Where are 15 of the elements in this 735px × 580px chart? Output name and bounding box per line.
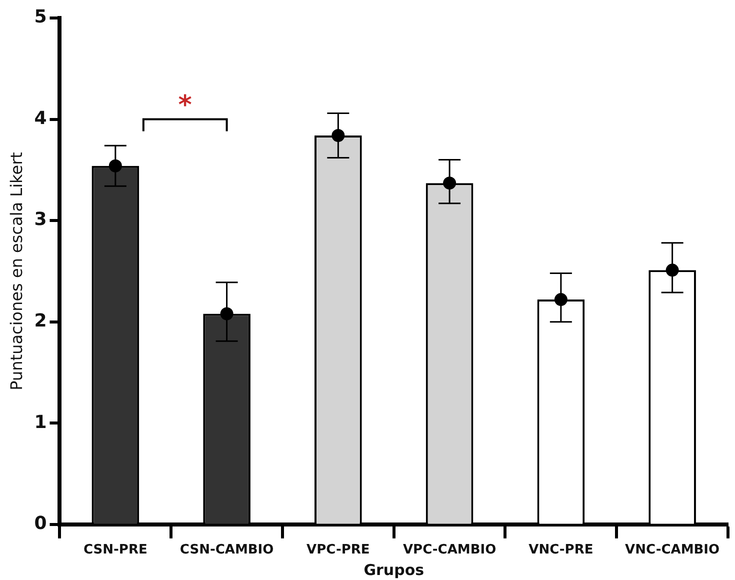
y-tick-label: 4 — [34, 108, 47, 129]
annotation: * — [178, 90, 192, 120]
y-tick-label: 2 — [34, 310, 47, 332]
y-tick-label: 3 — [34, 209, 47, 230]
x-tick-label: VPC-PRE — [306, 542, 370, 558]
x-tick-label: VNC-PRE — [528, 542, 594, 558]
x-tick-label: CSN-CAMBIO — [180, 542, 274, 558]
y-tick-label: 0 — [34, 513, 47, 534]
x-tick-label: VPC-CAMBIO — [402, 542, 496, 558]
y-tick-label: 1 — [34, 412, 47, 433]
x-tick-label: CSN-PRE — [83, 542, 148, 558]
x-tick-label: VNC-CAMBIO — [625, 542, 720, 558]
x-axis-title: Grupos — [364, 560, 424, 579]
y-axis-title: Puntuaciones en escala Likert — [6, 152, 26, 390]
y-tick-label: 5 — [34, 6, 47, 28]
